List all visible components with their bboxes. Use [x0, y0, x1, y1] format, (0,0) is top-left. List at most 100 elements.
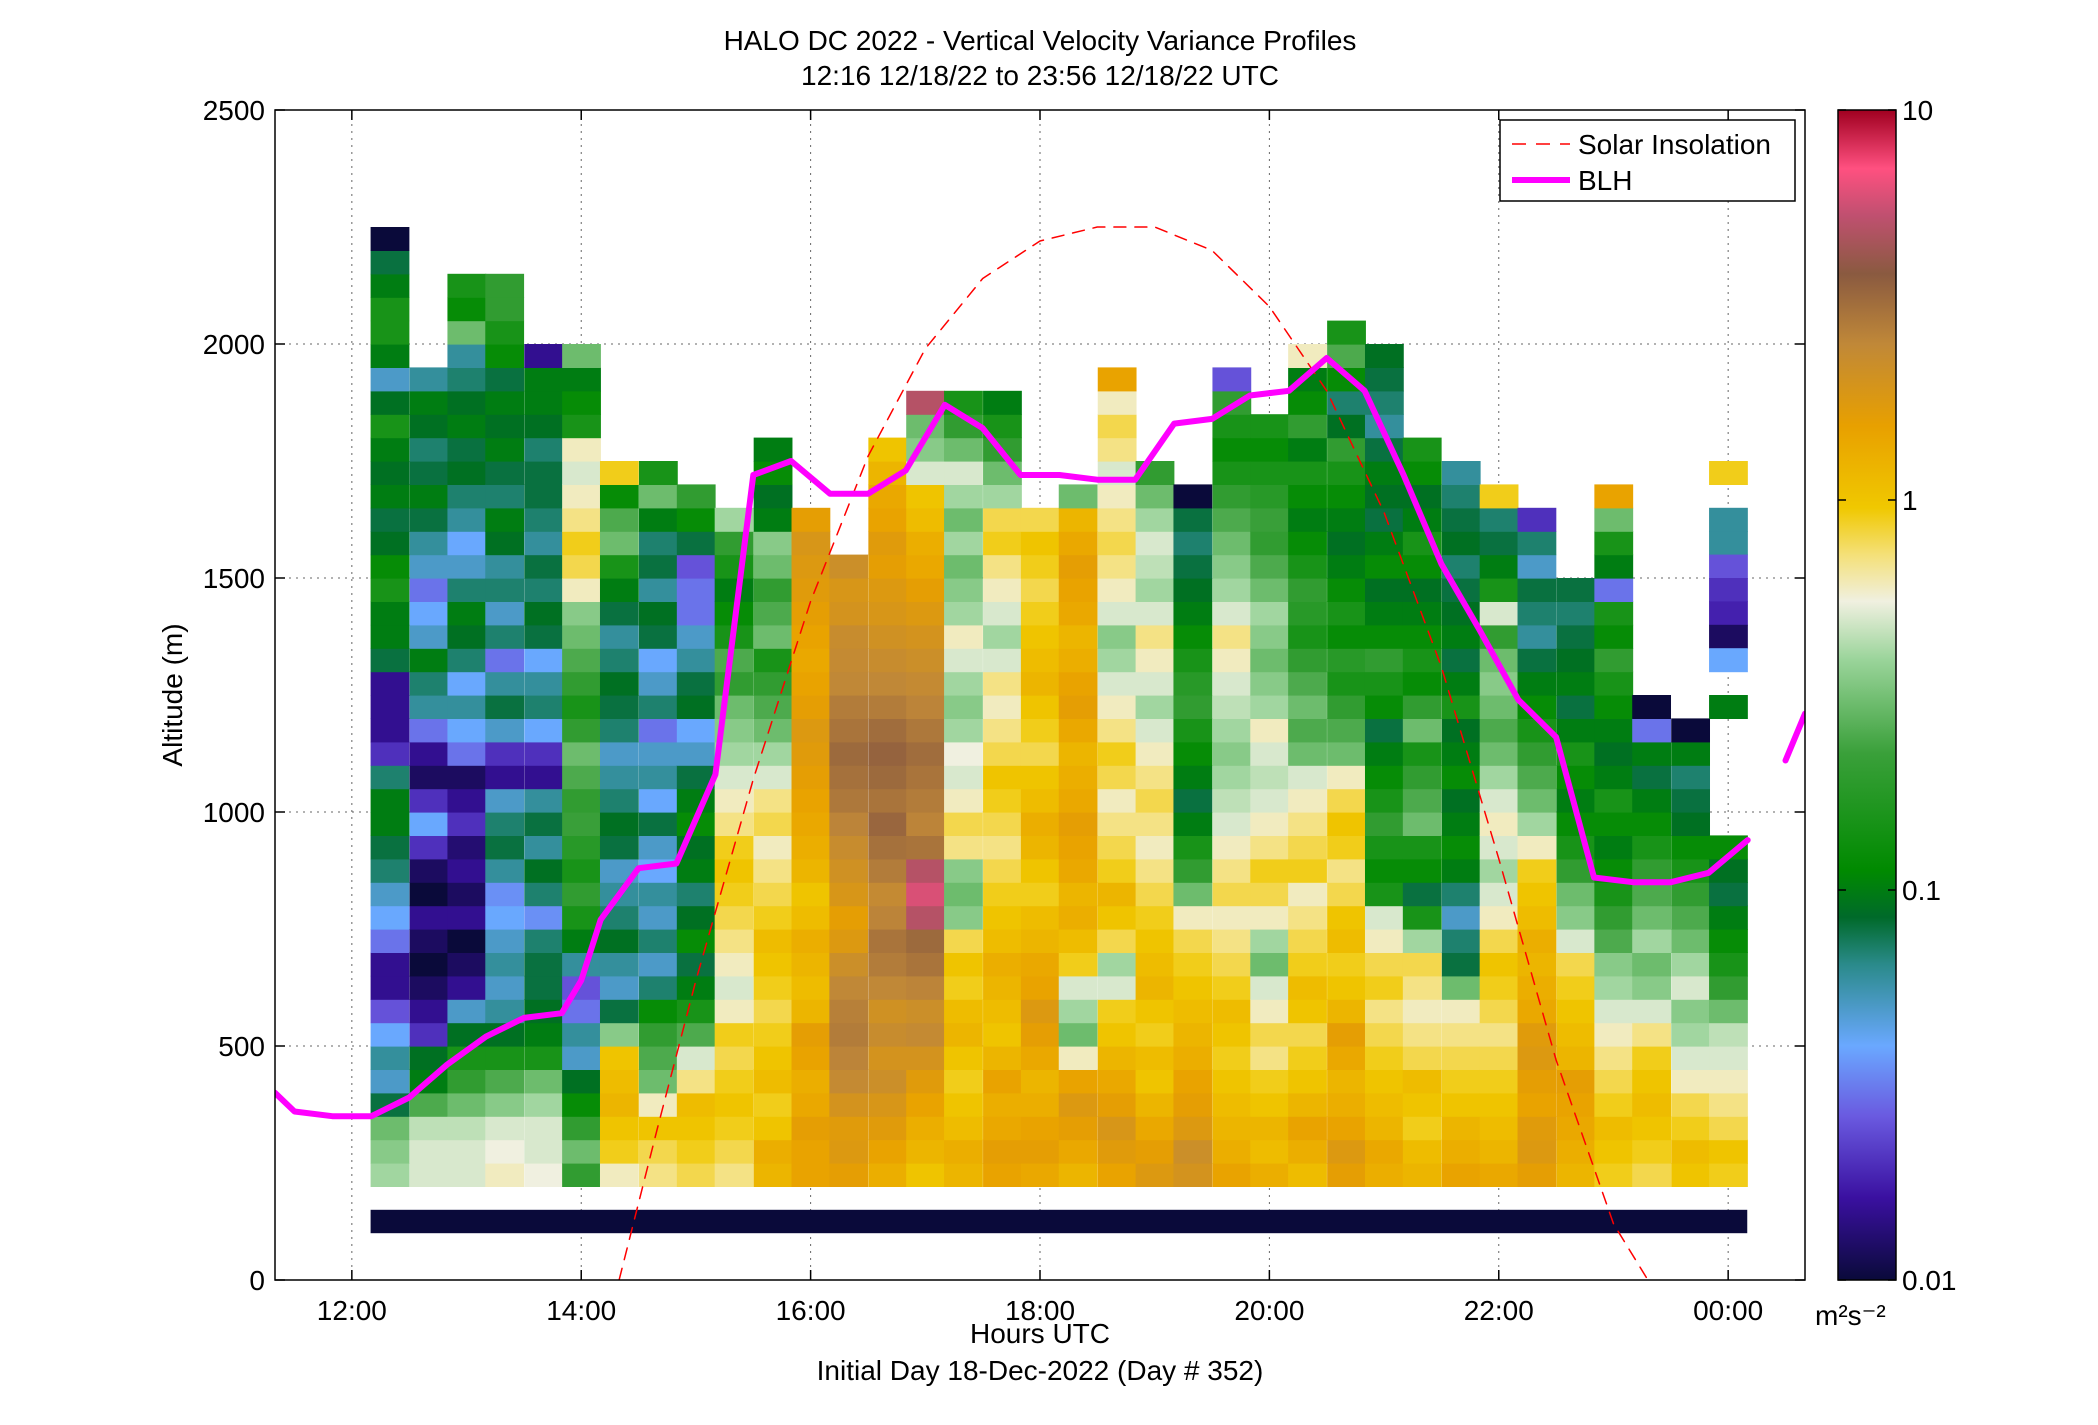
heatmap-cell: [1135, 648, 1175, 673]
heatmap-cell: [1020, 788, 1060, 813]
heatmap-cell: [1288, 624, 1327, 649]
heatmap-cell: [638, 835, 678, 860]
heatmap-cell: [1671, 1046, 1711, 1070]
heatmap-cell: [1632, 975, 1672, 1000]
heatmap-cell: [599, 1139, 639, 1164]
heatmap-cell: [370, 765, 410, 790]
heatmap-cell: [1212, 952, 1252, 977]
heatmap-cell: [1212, 1069, 1252, 1094]
heatmap-cell: [1517, 882, 1557, 907]
heatmap-cell: [447, 437, 487, 462]
heatmap-cell: [638, 788, 678, 813]
heatmap-cell: [1517, 1116, 1557, 1141]
heatmap-cell: [1402, 695, 1442, 719]
heatmap-cell: [638, 531, 678, 556]
heatmap-cell: [791, 975, 831, 1000]
heatmap-cell: [524, 1163, 564, 1187]
heatmap-cell: [1020, 929, 1060, 953]
heatmap-cell: [829, 1163, 869, 1187]
heatmap-cell: [1479, 1069, 1519, 1094]
heatmap-cell: [714, 648, 754, 673]
heatmap-cell: [676, 1046, 716, 1070]
heatmap-cell: [1250, 858, 1290, 883]
heatmap-cell: [1135, 1092, 1175, 1117]
heatmap-cell: [1671, 741, 1711, 766]
heatmap-cell: [1671, 999, 1711, 1024]
heatmap-cell: [753, 858, 793, 883]
heatmap-cell: [447, 507, 487, 532]
heatmap-cell: [485, 507, 525, 532]
heatmap-cell: [1250, 882, 1290, 907]
heatmap-cell: [1173, 601, 1213, 626]
heatmap-cell: [906, 835, 946, 860]
heatmap-cell: [1327, 765, 1366, 790]
heatmap-cell: [1135, 1116, 1175, 1141]
heatmap-cell: [524, 695, 564, 719]
heatmap-cell: [1671, 1163, 1711, 1187]
heatmap-cell: [868, 741, 908, 766]
heatmap-cell: [1173, 578, 1213, 602]
heatmap-cell: [1671, 1092, 1711, 1117]
heatmap-cell: [1250, 624, 1290, 649]
heatmap-cell: [1058, 1139, 1098, 1164]
heatmap-cell: [676, 578, 716, 602]
heatmap-cell: [370, 624, 410, 649]
heatmap-cell: [1517, 507, 1557, 532]
heatmap-cell: [1250, 765, 1290, 790]
heatmap-cell: [1173, 531, 1213, 556]
heatmap-cell: [829, 999, 869, 1024]
heatmap-cell: [485, 390, 525, 415]
heatmap-cell: [524, 812, 564, 836]
heatmap-cell: [1479, 1139, 1519, 1164]
heatmap-cell: [447, 765, 487, 790]
heatmap-cell: [1632, 788, 1672, 813]
heatmap-cell: [1212, 461, 1252, 485]
heatmap-cell: [1327, 952, 1366, 977]
heatmap-cell: [1517, 741, 1557, 766]
heatmap-cell: [791, 812, 831, 836]
heatmap-cell: [1364, 741, 1404, 766]
heatmap-cell: [562, 367, 601, 392]
heatmap-cell: [638, 695, 678, 719]
heatmap-cell: [1097, 952, 1137, 977]
heatmap-cell: [1632, 812, 1672, 836]
heatmap-cell: [1556, 718, 1596, 743]
heatmap-cell: [1479, 695, 1519, 719]
heatmap-cell: [370, 578, 410, 602]
heatmap-cell: [485, 554, 525, 579]
heatmap-cell: [868, 882, 908, 907]
heatmap-cell: [524, 461, 564, 485]
heatmap-cell: [829, 578, 869, 602]
axis-ticks: 12:00 14:00 16:00 18:00 20:00 22:00 00:00 0 500 1…: [203, 95, 1805, 1326]
heatmap-cell: [524, 390, 564, 415]
heatmap-cell: [676, 601, 716, 626]
heatmap-cell: [1212, 531, 1252, 556]
x-axis-label: Hours UTC: [970, 1318, 1110, 1349]
heatmap-cell: [1709, 975, 1748, 1000]
heatmap-cell: [983, 1163, 1022, 1187]
heatmap-cell: [1402, 929, 1442, 953]
heatmap-cell: [1479, 484, 1519, 509]
heatmap-cell: [944, 648, 983, 673]
heatmap-cell: [1709, 1022, 1748, 1047]
heatmap-cell: [370, 1139, 410, 1164]
heatmap-cell: [1135, 905, 1175, 930]
heatmap-cell: [409, 507, 449, 532]
heatmap-cell: [829, 905, 869, 930]
heatmap-cell: [1327, 1069, 1366, 1094]
heatmap-cell: [562, 671, 601, 696]
heatmap-cell: [1594, 554, 1634, 579]
heatmap-cell: [485, 297, 525, 322]
heatmap-cell: [1479, 1163, 1519, 1187]
heatmap-cell: [714, 1116, 754, 1141]
heatmap-cell: [1250, 437, 1290, 462]
heatmap-cell: [944, 578, 983, 602]
heatmap-cell: [714, 1092, 754, 1117]
heatmap-cell: [1517, 999, 1557, 1024]
heatmap-cell: [485, 882, 525, 907]
heatmap-cell: [1173, 905, 1213, 930]
heatmap-cell: [1288, 1046, 1327, 1070]
heatmap-cell: [447, 344, 487, 368]
heatmap-cell: [1632, 952, 1672, 977]
